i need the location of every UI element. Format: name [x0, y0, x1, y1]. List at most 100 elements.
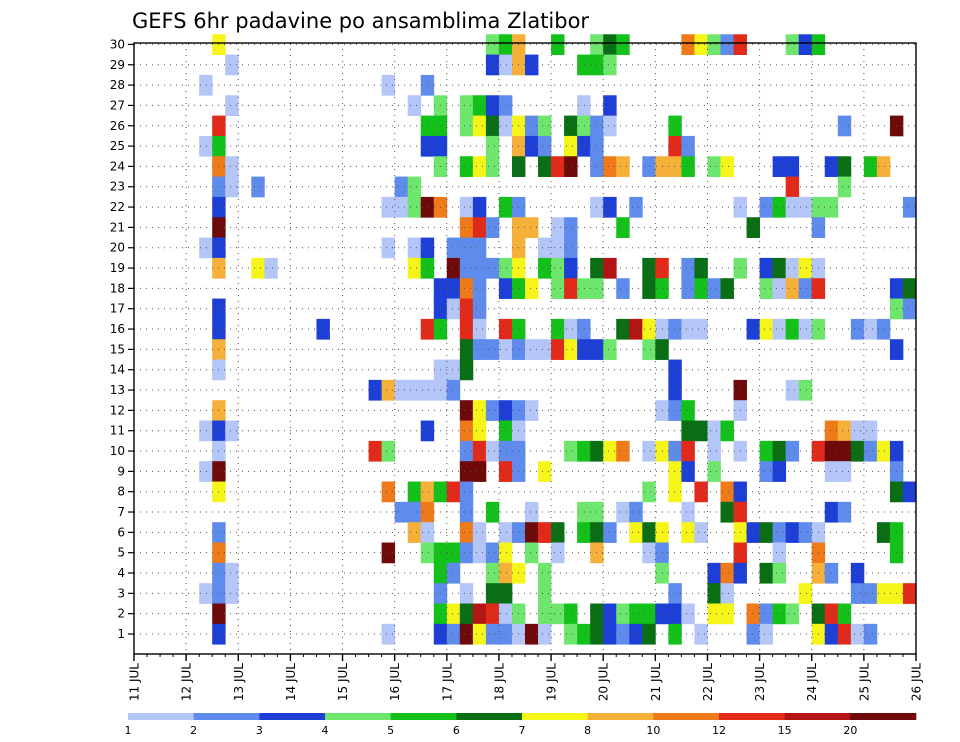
heatmap-cell — [472, 278, 487, 299]
heatmap-cell — [225, 176, 239, 198]
heatmap-cell — [720, 156, 734, 177]
heatmap-cell — [551, 217, 565, 238]
heatmap-cell — [485, 115, 500, 137]
heatmap-cell — [420, 237, 435, 259]
heatmap-cell — [863, 440, 878, 462]
heatmap-cell — [798, 34, 813, 55]
heatmap-cell — [420, 542, 435, 564]
heatmap-cell — [420, 420, 435, 442]
heatmap-cell — [668, 379, 682, 401]
heatmap-cell — [785, 440, 800, 462]
heatmap-cell — [603, 95, 617, 116]
heatmap-cell — [472, 400, 487, 421]
heatmap-cell — [459, 420, 474, 442]
heatmap-cell — [642, 278, 656, 299]
heatmap-cell — [616, 34, 630, 55]
heatmap-cell — [525, 400, 539, 421]
heatmap-cell — [459, 115, 474, 137]
heatmap-cell — [525, 501, 539, 523]
legend-swatch — [653, 713, 720, 720]
heatmap-cell — [485, 95, 500, 116]
heatmap-cell — [603, 440, 617, 462]
y-axis-ticks: 1234567891011121314151617181920212223242… — [110, 37, 134, 641]
heatmap-cell — [459, 623, 474, 645]
heatmap-cell — [538, 562, 552, 584]
heatmap-cell — [681, 278, 695, 299]
heatmap-cell — [420, 115, 435, 137]
heatmap-cell — [681, 156, 695, 177]
heatmap-cell — [850, 623, 865, 645]
heatmap-cell — [850, 562, 865, 584]
heatmap-cell — [420, 379, 435, 401]
heatmap-cell — [798, 257, 813, 279]
heatmap-cell — [707, 603, 721, 625]
y-tick-label: 8 — [117, 485, 125, 499]
y-tick-label: 13 — [110, 383, 125, 397]
heatmap-cell — [485, 440, 500, 462]
heatmap-cell — [564, 257, 578, 279]
heatmap-cell — [850, 440, 865, 462]
heatmap-cell — [772, 196, 787, 218]
heatmap-cell — [199, 583, 213, 604]
y-tick-label: 11 — [110, 424, 125, 438]
heatmap-cell — [381, 481, 396, 503]
heatmap-cell — [824, 461, 839, 482]
heatmap-cell — [616, 156, 630, 177]
heatmap-cell — [603, 522, 617, 543]
heatmap-cell — [564, 115, 578, 137]
heatmap-cell — [850, 420, 865, 442]
heatmap-cell — [902, 278, 917, 299]
heatmap-cell — [642, 481, 656, 503]
heatmap-cell — [642, 440, 656, 462]
heatmap-cell — [225, 95, 239, 116]
heatmap-cell — [759, 522, 774, 543]
heatmap-cell — [759, 278, 774, 299]
heatmap-cell — [668, 461, 682, 482]
heatmap-cell — [785, 257, 800, 279]
legend-threshold-label: 7 — [519, 724, 526, 737]
heatmap-cell — [681, 318, 695, 340]
heatmap-cell — [772, 603, 787, 625]
heatmap-cell — [551, 278, 565, 299]
heatmap-cell — [551, 542, 565, 564]
heatmap-cell — [668, 359, 682, 381]
heatmap-cell — [772, 318, 787, 340]
heatmap-cell — [551, 257, 565, 279]
heatmap-cell — [498, 54, 513, 76]
heatmap-cell — [616, 603, 630, 625]
heatmap-cell — [551, 603, 565, 625]
heatmap-cell — [564, 237, 578, 259]
heatmap-cell — [681, 501, 695, 523]
heatmap-cell — [668, 440, 682, 462]
heatmap-cell — [551, 318, 565, 340]
heatmap-cell — [616, 501, 630, 523]
heatmap-cell — [459, 217, 474, 238]
heatmap-cell — [616, 440, 630, 462]
heatmap-cell — [472, 318, 487, 340]
heatmap-cell — [459, 298, 474, 320]
heatmap-cell — [525, 623, 539, 645]
y-tick-label: 23 — [110, 180, 125, 194]
heatmap-cell — [798, 379, 813, 401]
legend-threshold-label: 3 — [256, 724, 263, 737]
heatmap-cell — [876, 522, 891, 543]
heatmap-cell — [525, 522, 539, 543]
legend-swatch — [719, 713, 785, 720]
heatmap-cell — [694, 318, 708, 340]
heatmap-cell — [720, 481, 734, 503]
y-tick-label: 25 — [110, 139, 125, 153]
heatmap-cell — [446, 542, 461, 564]
heatmap-cell — [446, 603, 461, 625]
heatmap-cell — [551, 339, 565, 360]
heatmap-cell — [199, 237, 213, 259]
heatmap-cell — [837, 420, 852, 442]
chart-title: GEFS 6hr padavine po ansamblima Zlatibor — [132, 9, 589, 33]
heatmap-cell — [394, 196, 409, 218]
heatmap-cell — [668, 583, 682, 604]
y-tick-label: 30 — [110, 37, 125, 51]
heatmap-cell — [629, 196, 643, 218]
heatmap-cell — [525, 278, 539, 299]
heatmap-cell — [707, 562, 721, 584]
heatmap-cell — [642, 522, 656, 543]
heatmap-cell — [603, 339, 617, 360]
